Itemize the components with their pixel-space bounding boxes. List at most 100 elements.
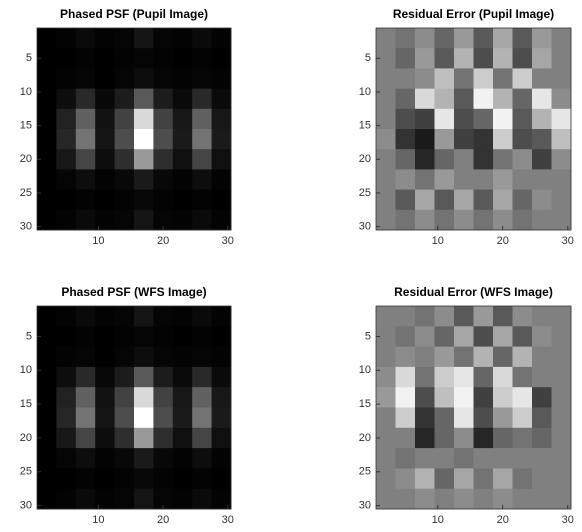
y-tick-label: 20	[20, 432, 32, 444]
heatmap-cell	[473, 48, 494, 69]
heatmap-cell	[434, 209, 455, 231]
heatmap-cell	[415, 427, 435, 449]
heatmap-cell	[376, 149, 396, 170]
heatmap-cell	[473, 129, 494, 150]
heatmap-cell	[454, 306, 474, 327]
heatmap-cell	[114, 108, 135, 130]
heatmap-cell	[473, 326, 494, 347]
heatmap-cell	[473, 366, 494, 388]
heatmap-cell	[434, 88, 455, 110]
heatmap-cell	[134, 28, 154, 49]
heatmap-cell	[56, 149, 77, 170]
heatmap-cell	[153, 189, 174, 211]
heatmap-cell	[75, 427, 96, 449]
heatmap-cell	[114, 68, 135, 89]
heatmap-cell	[512, 68, 533, 89]
heatmap-cell	[376, 129, 396, 150]
y-tick-label: 25	[359, 187, 371, 199]
heatmap-cell	[95, 407, 115, 429]
panel-title: Phased PSF (WFS Image)	[61, 285, 206, 299]
heatmap-cell	[172, 189, 193, 211]
heatmap-cell	[434, 189, 455, 211]
heatmap-cell	[153, 108, 174, 130]
heatmap-cell	[75, 366, 96, 388]
heatmap-cell	[532, 488, 552, 510]
heatmap-cell	[56, 189, 77, 211]
y-tick-label: 10	[359, 364, 371, 376]
y-tick-label: 20	[20, 153, 32, 165]
heatmap-cell	[75, 306, 96, 327]
heatmap-cell	[172, 468, 193, 490]
heatmap-cell	[75, 488, 96, 510]
heatmap-cell	[395, 346, 416, 368]
heatmap-cell	[415, 149, 435, 170]
heatmap-cell	[532, 189, 552, 211]
heatmap-cell	[532, 427, 552, 449]
heatmap-cell	[95, 28, 115, 49]
heatmap-cell	[37, 306, 57, 327]
heatmap-cell	[134, 48, 154, 69]
heatmap-cell	[172, 129, 193, 150]
heatmap-cell	[493, 326, 513, 347]
x-tick-label: 30	[222, 514, 234, 526]
heatmap-cell	[95, 326, 115, 347]
heatmap-cell	[172, 488, 193, 510]
heatmap-cell	[192, 407, 212, 429]
heatmap-cell	[153, 427, 174, 449]
y-tick-label: 20	[359, 432, 371, 444]
heatmap-cell	[551, 149, 572, 170]
heatmap-cell	[434, 407, 455, 429]
heatmap-cell	[493, 209, 513, 231]
heatmap-cell	[551, 366, 572, 388]
x-tick-label: 20	[497, 235, 509, 247]
heatmap-cell	[211, 209, 232, 231]
heatmap-cell	[192, 468, 212, 490]
heatmap-cell	[415, 387, 435, 408]
heatmap-cell	[95, 169, 115, 190]
heatmap-cell	[153, 387, 174, 408]
heatmap-cell	[512, 48, 533, 69]
x-tick-label: 20	[157, 514, 169, 526]
heatmap-cell	[493, 427, 513, 449]
heatmap-cell	[211, 48, 232, 69]
heatmap-cell	[172, 427, 193, 449]
heatmap-cell	[114, 169, 135, 190]
heatmap-cell	[454, 326, 474, 347]
heatmap-cell	[75, 189, 96, 211]
heatmap-cell	[211, 407, 232, 429]
heatmap-cell	[434, 387, 455, 408]
heatmap-cell	[415, 108, 435, 130]
heatmap-cell	[454, 149, 474, 170]
heatmap-cell	[56, 88, 77, 110]
heatmap-cell	[211, 189, 232, 211]
heatmap-cell	[415, 366, 435, 388]
panel-title: Residual Error (WFS Image)	[394, 285, 553, 299]
heatmap-cell	[376, 88, 396, 110]
y-tick-label: 5	[26, 330, 32, 342]
heatmap-cell	[454, 169, 474, 190]
heatmap-cell	[376, 448, 396, 469]
heatmap-cell	[493, 448, 513, 469]
heatmap-cell	[211, 149, 232, 170]
heatmap-cell	[153, 48, 174, 69]
heatmap-cell	[37, 448, 57, 469]
heatmap-cell	[454, 387, 474, 408]
heatmap-cell	[473, 427, 494, 449]
heatmap-cell	[493, 108, 513, 130]
heatmap-cell	[192, 346, 212, 368]
heatmap-cell	[512, 28, 533, 49]
heatmap-cell	[211, 427, 232, 449]
heatmap-cell	[37, 48, 57, 69]
heatmap-cell	[415, 48, 435, 69]
heatmap-cell	[376, 468, 396, 490]
heatmap-cell	[454, 28, 474, 49]
heatmap-cell	[192, 28, 212, 49]
heatmap-cell	[95, 387, 115, 408]
heatmap-cell	[172, 88, 193, 110]
heatmap-cell	[153, 68, 174, 89]
heatmap-cell	[114, 427, 135, 449]
heatmap-cell	[376, 488, 396, 510]
heatmap-cell	[37, 88, 57, 110]
heatmap-cell	[192, 108, 212, 130]
heatmap-cell	[434, 169, 455, 190]
